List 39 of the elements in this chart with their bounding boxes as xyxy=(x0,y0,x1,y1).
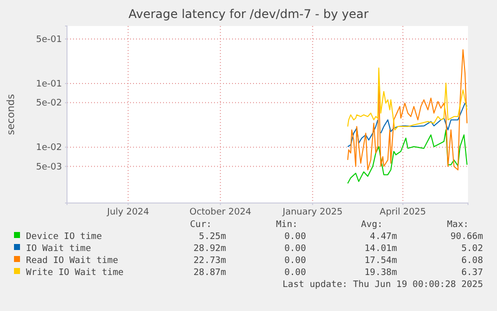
y-tick-label: 1e-01 xyxy=(36,79,62,90)
chart-title: Average latency for /dev/dm-7 - by year xyxy=(128,7,369,21)
text: Max: xyxy=(447,220,469,230)
text: 5.02 xyxy=(461,244,483,254)
text: 6.37 xyxy=(461,268,483,278)
line-series xyxy=(347,129,468,184)
legend-label: Write IO Wait time xyxy=(26,268,124,278)
y-tick-label: 5e-01 xyxy=(36,34,62,45)
text: 0.00 xyxy=(284,232,306,242)
text: 22.73m xyxy=(193,256,226,266)
y-tick-label: 5e-02 xyxy=(36,98,62,109)
x-tick-label: October 2024 xyxy=(189,207,252,218)
text: 28.87m xyxy=(193,268,226,278)
text: 0.00 xyxy=(284,256,306,266)
y-tick-label: 5e-03 xyxy=(36,162,62,172)
y-tick-label: 1e-02 xyxy=(36,143,62,154)
text: 14.01m xyxy=(364,244,397,254)
text: 4.47m xyxy=(370,232,397,242)
text: Last update: Thu Jun 19 00:00:28 2025 xyxy=(282,280,483,290)
x-tick-label: January 2025 xyxy=(282,207,343,218)
y-axis-title: seconds xyxy=(6,94,17,135)
x-tick-label: July 2024 xyxy=(106,207,150,218)
legend-label: IO Wait time xyxy=(26,244,92,254)
line-series xyxy=(347,49,468,170)
legend-label: Device IO time xyxy=(26,232,102,242)
text: 5.25m xyxy=(198,232,226,242)
text: 28.92m xyxy=(193,244,226,254)
text: 17.54m xyxy=(364,256,397,266)
legend-label: Read IO Wait time xyxy=(26,256,118,266)
text: 0.00 xyxy=(284,244,306,254)
text: 90.66m xyxy=(450,232,483,242)
x-tick-label: April 2025 xyxy=(380,207,426,218)
text: 0.00 xyxy=(284,268,306,278)
text: 19.38m xyxy=(364,268,397,278)
line-series xyxy=(347,68,468,130)
text: Min: xyxy=(276,220,298,230)
text: Avg: xyxy=(361,220,383,230)
text: Cur: xyxy=(190,220,212,230)
text: 6.08 xyxy=(461,256,483,266)
